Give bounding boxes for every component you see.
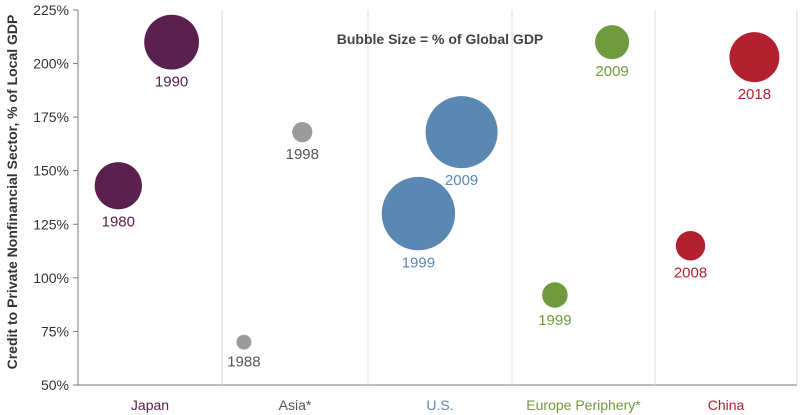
bubble-size-note: Bubble Size = % of Global GDP (337, 31, 544, 47)
bubble (595, 25, 630, 60)
bubble (542, 282, 568, 308)
y-tick-label: 75% (41, 323, 69, 339)
y-tick-label: 225% (33, 2, 69, 18)
grid (78, 10, 798, 386)
bubble (675, 230, 706, 261)
y-tick-label: 200% (33, 56, 69, 72)
bubble-label: 2008 (674, 264, 707, 281)
bubbles: 1980 1990 1988 1998 1999 2009 1999 2009 2008 2018 (94, 14, 780, 371)
bubble (425, 96, 498, 169)
category-label: Asia* (279, 397, 312, 413)
bubble (144, 14, 199, 70)
x-axis: Japan Asia* U.S. Europe Periphery* China (131, 397, 745, 413)
category-label: China (708, 397, 745, 413)
bubble (729, 32, 780, 83)
bubble-label: 2018 (738, 86, 771, 103)
category-label: U.S. (426, 397, 453, 413)
y-tick-label: 50% (41, 377, 69, 393)
y-tick-label: 100% (33, 270, 69, 286)
bubble (94, 162, 142, 210)
bubble-label: 2009 (445, 172, 478, 189)
bubble (236, 334, 252, 350)
bubble-label: 1988 (227, 354, 260, 371)
bubble-label: 1999 (538, 312, 571, 329)
y-tick-label: 150% (33, 163, 69, 179)
bubble-label: 1980 (102, 213, 135, 230)
bubble-label: 1999 (402, 254, 435, 271)
y-tick-label: 125% (33, 216, 69, 232)
y-tick-label: 175% (33, 109, 69, 125)
bubble (292, 122, 313, 143)
y-axis: 50% 75% 100% 125% 150% 175% 200% 225% (33, 2, 79, 393)
bubble-label: 1998 (286, 146, 319, 163)
bubble (381, 176, 456, 251)
y-axis-label: Credit to Private Nonfinancial Sector, %… (4, 15, 20, 370)
category-label: Europe Periphery* (526, 397, 641, 413)
category-label: Japan (131, 397, 169, 413)
bubble-label: 1990 (155, 74, 188, 91)
bubble-label: 2009 (595, 63, 628, 80)
